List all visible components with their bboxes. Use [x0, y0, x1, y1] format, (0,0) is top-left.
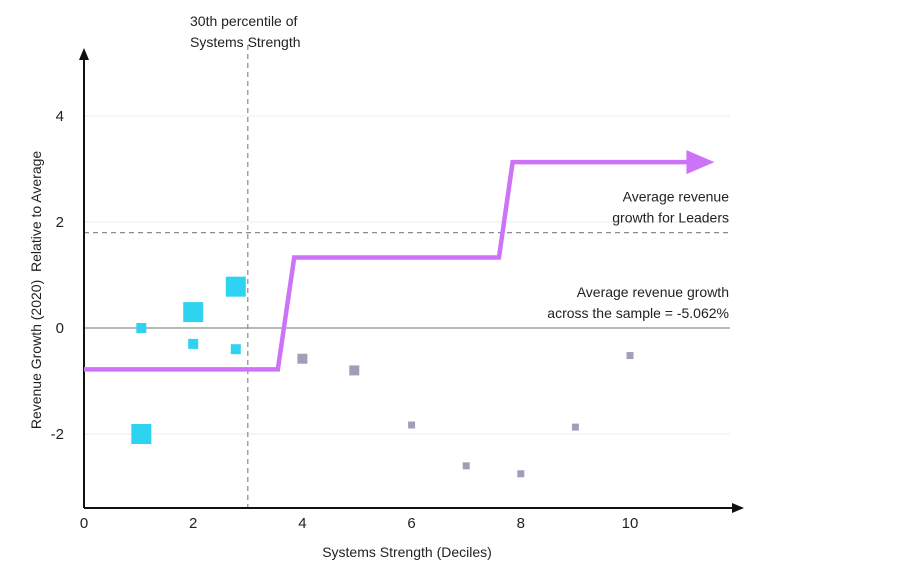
y-tick-label: 4: [56, 108, 64, 125]
annotation-percentile: 30th percentile of Systems Strength: [190, 13, 301, 50]
y-tick-label: 2: [56, 214, 64, 231]
annotation-line: 30th percentile of: [190, 13, 298, 29]
data-point: [183, 302, 204, 323]
data-point: [230, 344, 241, 355]
x-axis-arrowhead: [732, 503, 744, 513]
y-axis-arrowhead: [79, 48, 89, 60]
annotation-line: across the sample = -5.062%: [547, 305, 729, 321]
data-point: [517, 470, 525, 478]
data-points: [131, 276, 634, 478]
data-point: [188, 338, 199, 349]
y-tick-label: -2: [51, 426, 64, 443]
x-tick-label: 4: [298, 515, 306, 532]
annotation-sample-average: Average revenue growth across the sample …: [547, 284, 729, 321]
step-line-arrowhead: [686, 150, 715, 175]
annotation-line: Average revenue growth: [577, 284, 729, 300]
annotation-leaders: Average revenue growth for Leaders: [612, 189, 729, 226]
data-point: [571, 423, 579, 431]
annotation-line: Systems Strength: [190, 34, 301, 50]
reference-lines: [84, 45, 730, 508]
annotations: 30th percentile of Systems Strength Averag…: [190, 13, 729, 321]
annotation-line: Average revenue: [623, 189, 730, 205]
data-point: [349, 365, 360, 376]
annotation-line: growth for Leaders: [612, 210, 729, 226]
axes: [79, 48, 744, 513]
x-tick-label: 10: [622, 515, 639, 532]
y-tick-label: 0: [56, 320, 64, 337]
data-point: [131, 424, 152, 444]
data-point: [626, 352, 634, 360]
x-tick-label: 2: [189, 515, 197, 532]
x-tick-label: 6: [407, 515, 415, 532]
tick-labels: 0 2 4 6 8 10 -2 0 2 4: [51, 108, 639, 532]
data-point: [408, 421, 416, 429]
step-line: [84, 150, 715, 372]
step-line-path: [84, 159, 689, 372]
x-axis-label: Systems Strength (Deciles): [322, 544, 492, 560]
x-tick-label: 0: [80, 515, 88, 532]
data-point: [297, 353, 308, 364]
y-axis-label: Revenue Growth (2020) Relative to Averag…: [28, 151, 44, 430]
data-point: [136, 323, 147, 333]
x-tick-label: 8: [517, 515, 525, 532]
data-point: [462, 462, 470, 470]
data-point: [225, 276, 246, 297]
